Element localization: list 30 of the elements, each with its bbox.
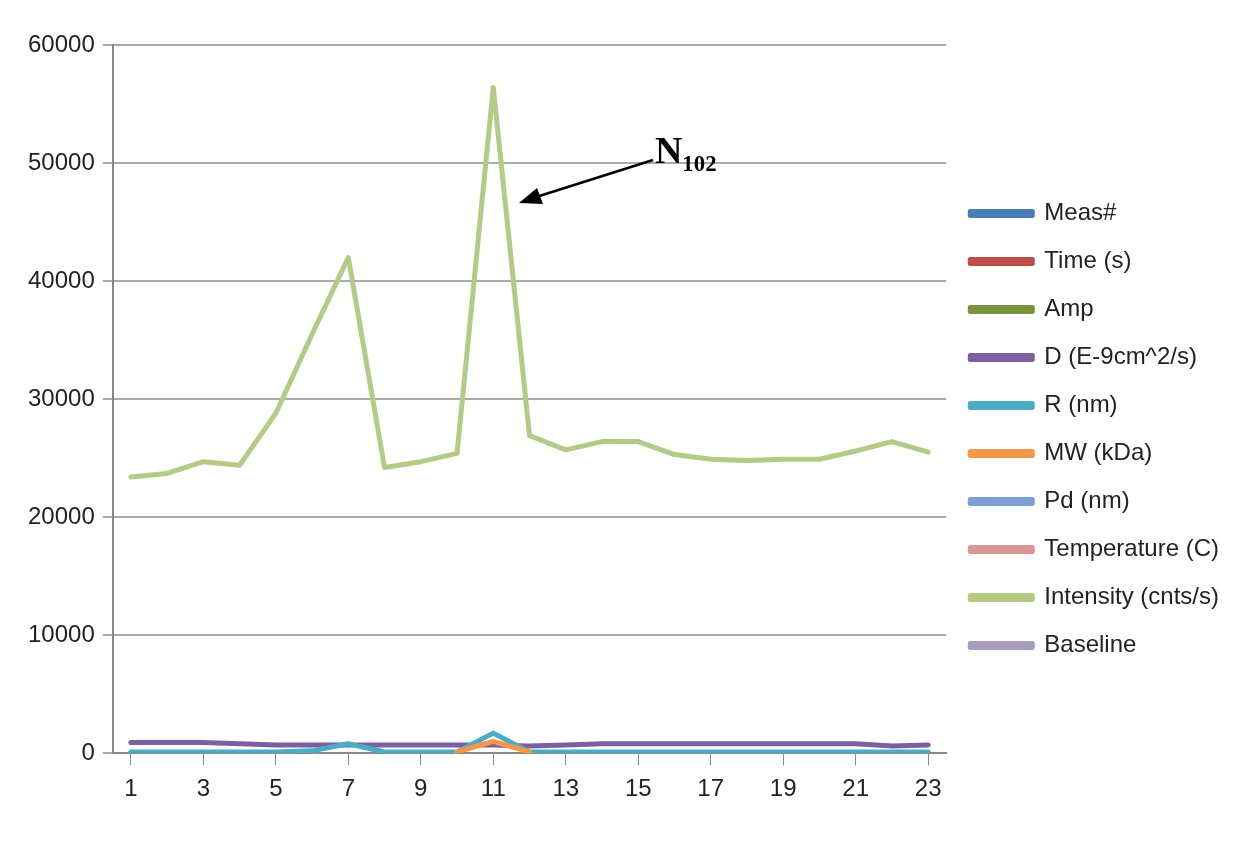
- legend-label: Pd (nm): [1044, 486, 1130, 514]
- x-tick-label: 3: [196, 774, 211, 802]
- y-tick-label: 20000: [27, 501, 95, 529]
- legend-label: Temperature (C): [1044, 534, 1219, 562]
- legend-label: Amp: [1044, 294, 1094, 322]
- x-tick-label: 17: [697, 774, 725, 802]
- y-tick-label: 60000: [27, 29, 95, 57]
- legend-label: Time (s): [1044, 246, 1132, 274]
- legend-label: Baseline: [1044, 630, 1137, 658]
- legend-label: D (E-9cm^2/s): [1044, 342, 1197, 370]
- y-tick-label: 30000: [27, 383, 95, 411]
- legend-label: R (nm): [1044, 390, 1118, 418]
- annotation: N₁₀₂: [655, 128, 717, 172]
- x-tick-label: 1: [124, 774, 138, 802]
- x-tick-label: 5: [269, 774, 283, 802]
- x-tick-label: 13: [552, 774, 580, 802]
- legend-label: Meas#: [1044, 198, 1117, 226]
- x-tick-label: 11: [480, 774, 506, 802]
- x-tick-label: 23: [914, 774, 942, 802]
- y-tick-label: 0: [81, 737, 95, 765]
- x-tick-label: 15: [624, 774, 652, 802]
- legend-label: MW (kDa): [1044, 438, 1153, 466]
- x-tick-label: 9: [414, 774, 428, 802]
- x-tick-label: 7: [341, 774, 355, 802]
- y-tick-label: 40000: [27, 265, 95, 293]
- legend-label: Intensity (cnts/s): [1044, 582, 1219, 610]
- y-tick-label: 10000: [27, 619, 95, 647]
- x-tick-label: 19: [769, 774, 797, 802]
- x-tick-label: 21: [842, 774, 870, 802]
- y-tick-label: 50000: [27, 147, 95, 175]
